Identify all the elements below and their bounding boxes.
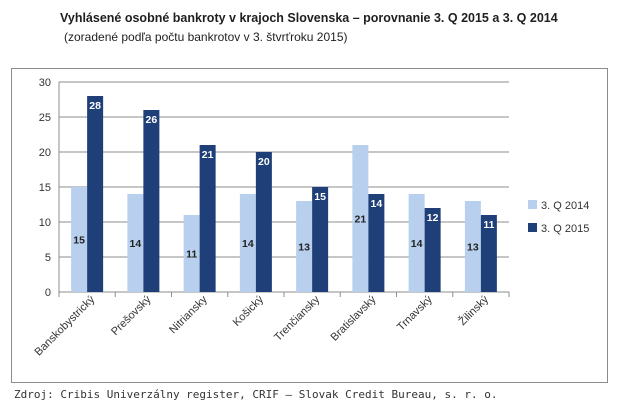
bar-q2015 [143, 110, 160, 292]
data-label: 14 [371, 198, 383, 210]
bar-q2014 [71, 187, 88, 292]
bar-q2015 [255, 152, 272, 292]
x-category-label: Žilinský [456, 293, 491, 328]
x-category-label: Trnavský [395, 293, 435, 333]
chart-title: Vyhlásené osobné bankroty v krajoch Slov… [60, 11, 558, 25]
bar-q2014 [127, 194, 144, 292]
bar-q2015 [199, 145, 216, 292]
data-label: 21 [202, 149, 214, 161]
y-tick-label: 25 [39, 112, 51, 124]
bar-q2015 [87, 96, 104, 292]
bar-q2014 [408, 194, 425, 292]
data-label: 21 [355, 214, 367, 226]
chart-subtitle: (zoradené podľa počtu bankrotov v 3. štv… [64, 30, 348, 44]
bar-q2014 [464, 201, 481, 292]
y-tick-label: 0 [45, 287, 51, 299]
bar-q2014 [239, 194, 256, 292]
x-category-label: Prešovský [109, 293, 154, 338]
x-category-label: Nitriansky [167, 293, 210, 336]
x-category-label: Trenčiansky [272, 293, 322, 343]
y-tick-label: 5 [45, 252, 51, 264]
data-label: 14 [130, 238, 142, 250]
data-label: 28 [89, 100, 101, 112]
x-category-label: Košický [231, 293, 267, 329]
legend-label: 3. Q 2015 [541, 223, 589, 235]
data-label: 15 [314, 191, 326, 203]
data-label: 13 [298, 242, 310, 254]
y-tick-label: 15 [39, 182, 51, 194]
legend-label: 3. Q 2014 [541, 200, 589, 212]
data-label: 13 [467, 242, 479, 254]
bar-q2015 [424, 208, 441, 292]
bar-q2015 [312, 187, 329, 292]
y-tick-label: 20 [39, 147, 51, 159]
y-tick-label: 30 [39, 77, 51, 89]
bar-q2014 [296, 201, 313, 292]
data-label: 15 [73, 235, 85, 247]
data-label: 12 [427, 212, 439, 224]
y-tick-label: 10 [39, 217, 51, 229]
bar-q2015 [368, 194, 385, 292]
data-label: 26 [146, 114, 158, 126]
data-label: 20 [258, 156, 270, 168]
data-label: 11 [483, 219, 494, 231]
legend-swatch [528, 223, 537, 232]
legend-swatch [528, 200, 537, 209]
bar-q2015 [480, 215, 497, 292]
x-category-label: Banskobystrický [33, 293, 98, 358]
data-label: 14 [411, 238, 423, 250]
bar-q2014 [352, 145, 369, 292]
data-label: 14 [242, 238, 254, 250]
data-label: 11 [186, 249, 197, 261]
bar-q2014 [183, 215, 200, 292]
source-note: Zdroj: Cribis Univerzálny register, CRIF… [14, 388, 498, 401]
x-category-label: Bratislavský [329, 293, 379, 343]
